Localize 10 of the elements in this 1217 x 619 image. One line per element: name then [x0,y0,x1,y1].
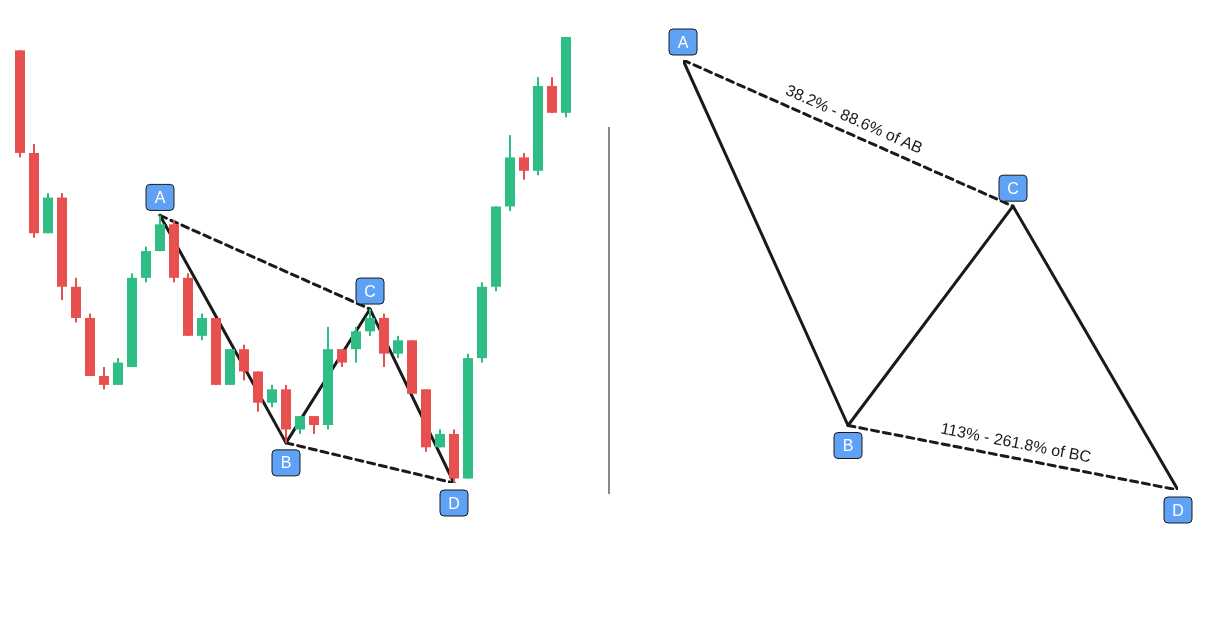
annotation: D [448,494,460,512]
annotation: C [364,282,376,300]
annotation: A [154,188,166,206]
annotation: D [1172,501,1184,519]
annotation: B [842,437,854,454]
annotation: 113% - 261.8% of BC [939,419,1093,466]
annotation: C [1007,179,1019,197]
annotation: B [280,454,292,472]
annotation: 38.2% - 88.6% of AB [783,81,926,157]
annotation: A [677,33,689,51]
